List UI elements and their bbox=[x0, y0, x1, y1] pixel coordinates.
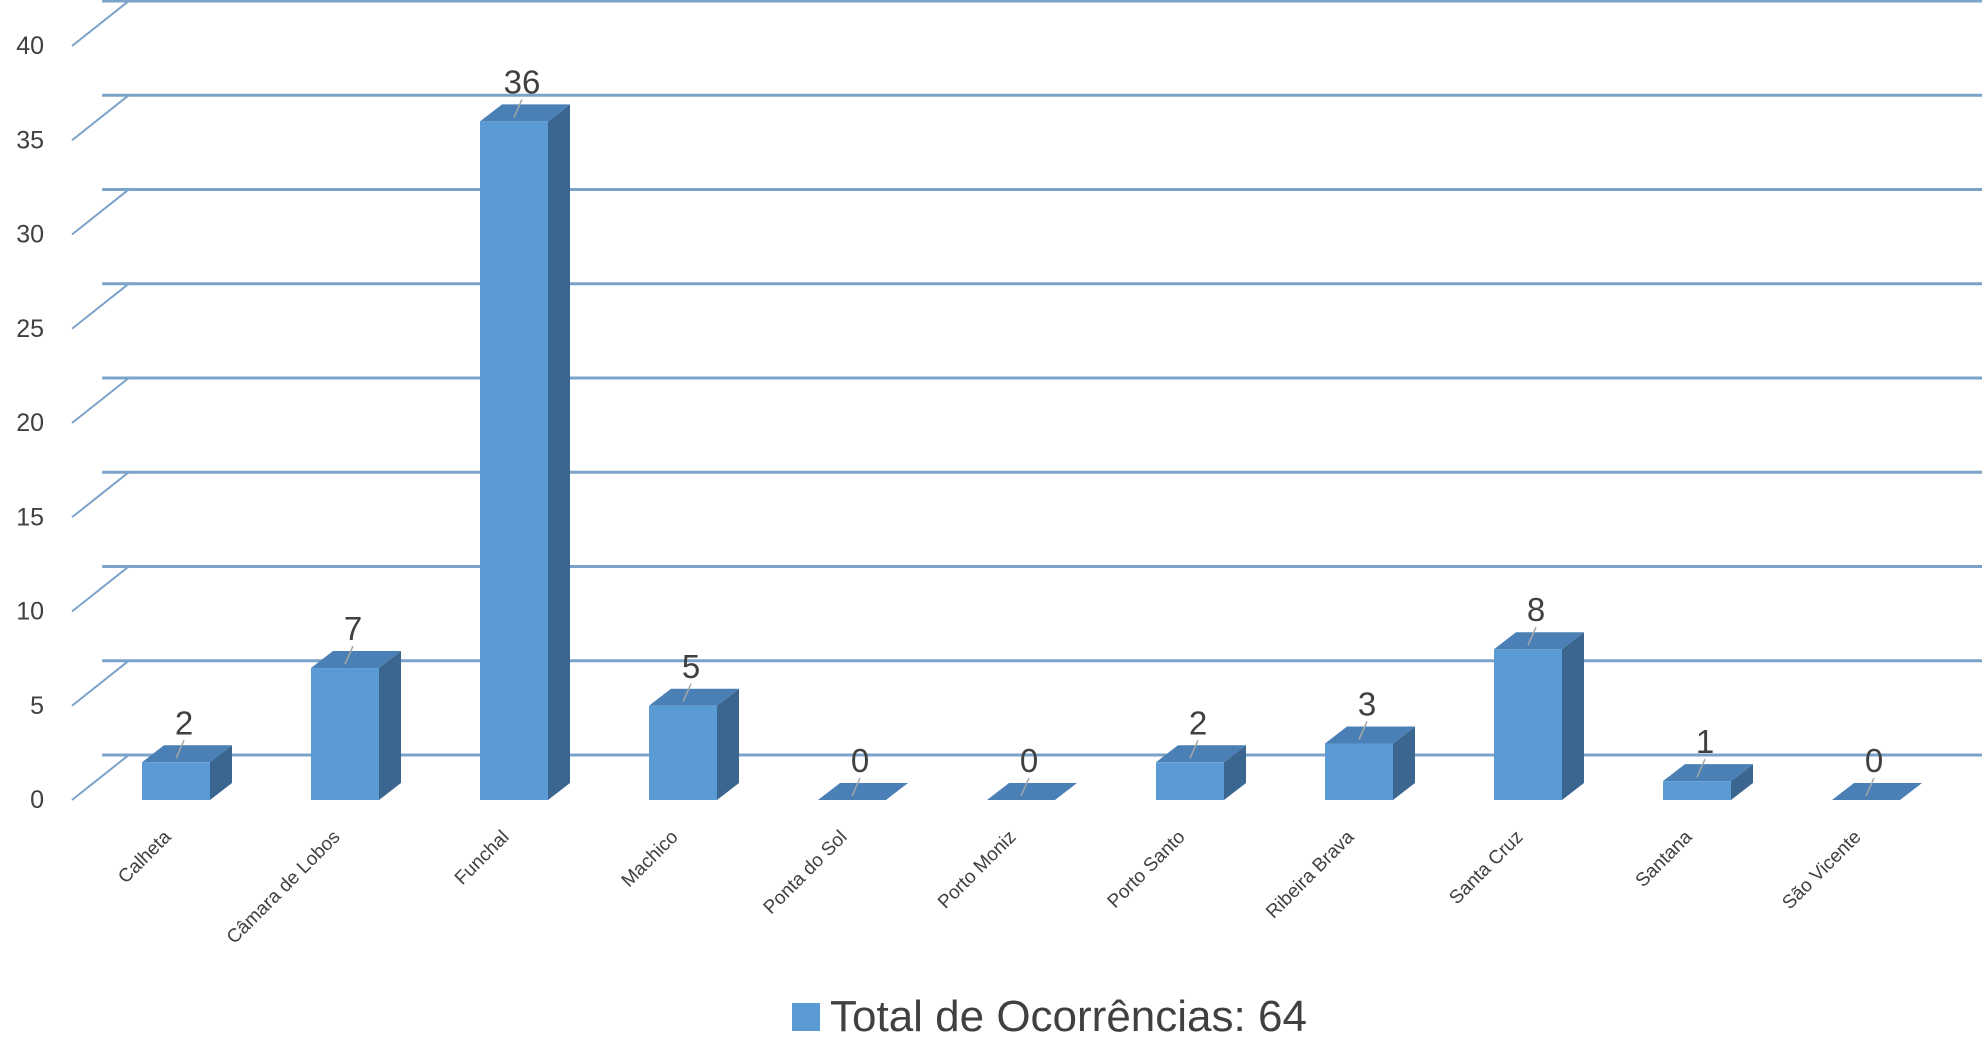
bar-top bbox=[1156, 745, 1246, 763]
bar-7: 3 bbox=[1325, 685, 1415, 800]
x-tick-label: São Vicente bbox=[1778, 827, 1865, 914]
gridline-depth bbox=[71, 0, 131, 47]
x-tick-label: Funchal bbox=[451, 827, 514, 890]
bar-front bbox=[1494, 649, 1562, 800]
x-axis-categories: Calheta Câmara de Lobos Funchal Machico Pont… bbox=[114, 826, 1865, 948]
gridline-depth bbox=[71, 564, 131, 613]
bar-9: 1 bbox=[1663, 723, 1753, 800]
y-tick-label: 20 bbox=[16, 409, 44, 437]
bar-8: 8 bbox=[1494, 591, 1584, 800]
bar-0: 2 bbox=[142, 704, 232, 800]
gridlines bbox=[71, 0, 1982, 801]
y-tick-label: 40 bbox=[16, 32, 44, 60]
legend: Total de Ocorrências: 64 bbox=[792, 992, 1307, 1037]
bar-top bbox=[818, 783, 908, 800]
bar-top bbox=[987, 783, 1077, 800]
data-label-leader bbox=[1865, 777, 1875, 797]
data-label: 36 bbox=[504, 63, 541, 100]
data-label-leader bbox=[344, 645, 354, 665]
bar-side bbox=[1224, 745, 1246, 800]
bar-front bbox=[1325, 743, 1393, 800]
bar-1: 7 bbox=[311, 610, 401, 800]
gridline-depth bbox=[71, 376, 131, 424]
x-tick-label: Santana bbox=[1632, 826, 1697, 891]
bar-top bbox=[1832, 783, 1922, 800]
y-tick-label: 35 bbox=[16, 126, 44, 154]
x-tick-label: Ponta do Sol bbox=[760, 827, 852, 919]
y-tick-label: 5 bbox=[30, 692, 44, 720]
bar-10: 0 bbox=[1832, 742, 1922, 800]
x-tick-label: Ribeira Brava bbox=[1262, 826, 1359, 923]
y-axis-ticks: 0 5 10 15 20 25 30 35 40 bbox=[16, 32, 44, 814]
data-label: 8 bbox=[1527, 591, 1545, 628]
bar-front bbox=[1663, 781, 1731, 800]
data-label: 2 bbox=[175, 704, 193, 741]
bar-side bbox=[210, 745, 232, 800]
data-label: 1 bbox=[1696, 723, 1714, 760]
x-tick-label: Porto Moniz bbox=[934, 827, 1021, 914]
bar-front bbox=[1156, 762, 1224, 800]
gridline-depth bbox=[71, 93, 131, 142]
y-tick-label: 15 bbox=[16, 503, 44, 531]
data-label: 2 bbox=[1189, 704, 1207, 741]
data-label: 0 bbox=[1865, 742, 1883, 779]
bars: 2 7 36 5 0 0 2 3 8 1 0 bbox=[142, 63, 1922, 800]
bar-side bbox=[379, 651, 401, 800]
data-label-leader bbox=[1696, 758, 1706, 778]
data-label-leader bbox=[1020, 777, 1030, 797]
gridline-depth bbox=[71, 753, 131, 801]
data-label: 0 bbox=[1020, 742, 1038, 779]
data-label-leader bbox=[682, 683, 692, 703]
legend-label: Total de Ocorrências: 64 bbox=[830, 992, 1307, 1037]
bar-front bbox=[649, 705, 717, 800]
bar-side bbox=[1731, 764, 1753, 800]
data-label: 3 bbox=[1358, 685, 1376, 722]
data-label-leader bbox=[851, 777, 861, 797]
data-label: 7 bbox=[344, 610, 362, 647]
bar-top bbox=[142, 745, 232, 763]
y-tick-label: 30 bbox=[16, 221, 44, 249]
bar-front bbox=[311, 668, 379, 800]
bar-2: 36 bbox=[480, 63, 570, 800]
bar-top bbox=[1663, 764, 1753, 782]
legend-swatch bbox=[792, 1003, 820, 1031]
bar-side bbox=[1562, 632, 1584, 800]
data-label-leader bbox=[513, 99, 523, 118]
gridline-depth bbox=[71, 281, 131, 330]
bar-side bbox=[548, 104, 570, 800]
bar-front bbox=[142, 762, 210, 800]
x-tick-label: Machico bbox=[618, 827, 683, 892]
x-tick-label: Santa Cruz bbox=[1445, 827, 1527, 909]
bar-top bbox=[480, 104, 570, 122]
x-tick-label: Calheta bbox=[114, 826, 175, 887]
data-label-leader bbox=[1527, 626, 1537, 646]
y-tick-label: 0 bbox=[30, 786, 44, 814]
data-label: 0 bbox=[851, 742, 869, 779]
gridline-depth bbox=[71, 658, 131, 707]
x-tick-label: Câmara de Lobos bbox=[223, 827, 345, 949]
y-tick-label: 25 bbox=[16, 315, 44, 343]
x-tick-label: Porto Santo bbox=[1104, 827, 1190, 913]
bar-front bbox=[480, 121, 548, 800]
bar-side bbox=[717, 688, 739, 800]
y-tick-label: 10 bbox=[16, 598, 44, 626]
data-label-leader bbox=[175, 739, 185, 759]
bar-side bbox=[1393, 726, 1415, 800]
gridline-depth bbox=[71, 470, 131, 519]
data-label: 5 bbox=[682, 648, 700, 685]
bar-3: 5 bbox=[649, 648, 739, 800]
bar-6: 2 bbox=[1156, 704, 1246, 800]
bar-4: 0 bbox=[818, 742, 908, 800]
bar-top bbox=[649, 688, 739, 706]
bar-top bbox=[1494, 632, 1584, 650]
bar-top bbox=[1325, 726, 1415, 744]
bar-top bbox=[311, 651, 401, 669]
gridline-depth bbox=[71, 187, 131, 236]
data-label-leader bbox=[1358, 721, 1368, 740]
data-label-leader bbox=[1189, 739, 1199, 759]
bar-5: 0 bbox=[987, 742, 1077, 800]
